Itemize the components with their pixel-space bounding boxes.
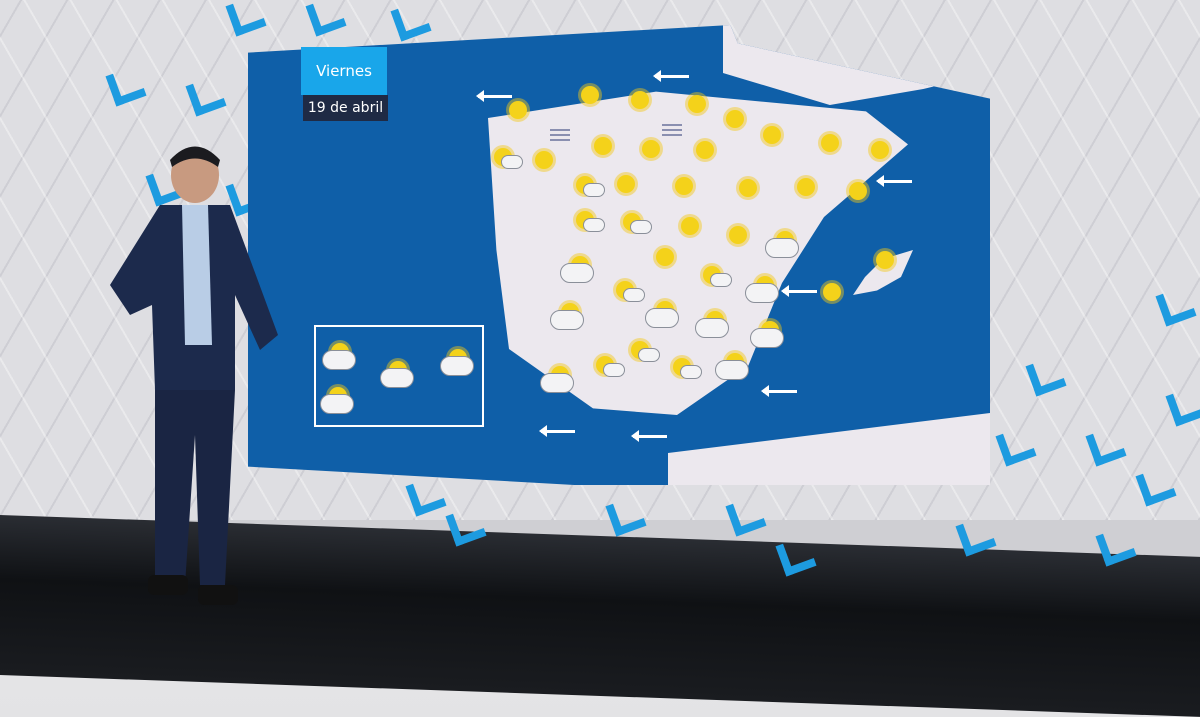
forecast-day: Viernes <box>301 47 387 95</box>
canary-islands-inset <box>314 325 484 427</box>
africa-coast <box>668 413 990 485</box>
presenter <box>110 146 278 605</box>
forecast-date: 19 de abril <box>303 95 388 121</box>
